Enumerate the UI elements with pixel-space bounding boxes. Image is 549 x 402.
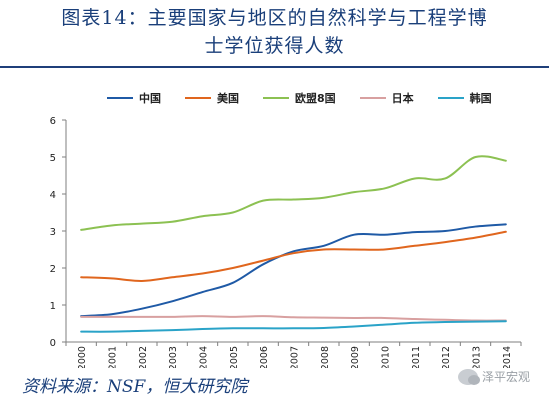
x-tick-label: 2006 bbox=[259, 346, 270, 368]
source-note: 资料来源：NSF，恒大研究院 bbox=[22, 377, 248, 397]
series-line-1 bbox=[80, 230, 507, 282]
legend-swatch bbox=[359, 97, 386, 99]
x-tick-label: 2000 bbox=[77, 346, 88, 368]
x-tick-label: 2012 bbox=[441, 346, 452, 368]
chart-legend: 中国 美国 欧盟8国 日本 韩国 bbox=[107, 90, 516, 106]
y-tick-label: 4 bbox=[50, 190, 56, 201]
chart-title-line-2: 士学位获得人数 bbox=[204, 35, 345, 57]
legend-label: 中国 bbox=[139, 92, 161, 105]
x-tick-label: 2008 bbox=[320, 346, 331, 368]
watermark: 泽平宏观 bbox=[458, 368, 530, 385]
y-tick-label: 5 bbox=[50, 153, 56, 164]
x-tick-label: 2011 bbox=[411, 346, 422, 368]
legend-label: 韩国 bbox=[469, 92, 492, 105]
legend-item: 欧盟8国 bbox=[263, 90, 336, 106]
legend-label: 日本 bbox=[391, 92, 414, 105]
watermark-text: 泽平宏观 bbox=[482, 370, 531, 384]
series-line-3 bbox=[80, 315, 507, 322]
y-tick-label: 0 bbox=[50, 338, 56, 349]
legend-swatch bbox=[185, 97, 211, 99]
x-tick-label: 2005 bbox=[229, 346, 240, 368]
title-divider bbox=[0, 66, 549, 68]
series-line-4 bbox=[80, 320, 507, 333]
x-tick-label: 2004 bbox=[199, 346, 210, 368]
chart-title: 图表14：主要国家与地区的自然科学与工程学博 士学位获得人数 bbox=[0, 4, 549, 60]
y-tick-label: 2 bbox=[50, 264, 56, 275]
y-tick-label: 3 bbox=[50, 227, 56, 238]
chart-title-line-1: 图表14：主要国家与地区的自然科学与工程学博 bbox=[61, 7, 488, 29]
x-tick-label: 2007 bbox=[290, 346, 301, 368]
x-tick-label: 2010 bbox=[381, 346, 392, 368]
x-tick-label: 2009 bbox=[350, 346, 361, 368]
x-tick-label: 2001 bbox=[108, 346, 119, 368]
series-line-2 bbox=[80, 155, 507, 231]
legend-item: 美国 bbox=[185, 90, 239, 106]
line-chart: 0 1 2 3 4 5 6 2000 2001 2002 2003 2004 2005 2006 2007 2… bbox=[50, 116, 522, 368]
y-tick-label: 6 bbox=[50, 116, 56, 127]
x-tick-label: 2013 bbox=[472, 346, 483, 368]
x-tick-label: 2003 bbox=[168, 346, 179, 368]
legend-swatch bbox=[263, 97, 289, 99]
series-line-0 bbox=[80, 223, 507, 318]
legend-label: 美国 bbox=[217, 92, 239, 105]
y-tick-label: 1 bbox=[50, 301, 56, 312]
wechat-icon bbox=[458, 368, 480, 385]
legend-swatch bbox=[437, 97, 464, 99]
x-tick-label: 2002 bbox=[138, 346, 149, 368]
x-tick-label: 2014 bbox=[502, 346, 513, 368]
legend-item: 日本 bbox=[359, 90, 414, 106]
legend-item: 韩国 bbox=[437, 90, 492, 106]
legend-swatch bbox=[107, 97, 133, 99]
legend-item: 中国 bbox=[107, 90, 161, 106]
legend-label: 欧盟8国 bbox=[295, 92, 336, 105]
